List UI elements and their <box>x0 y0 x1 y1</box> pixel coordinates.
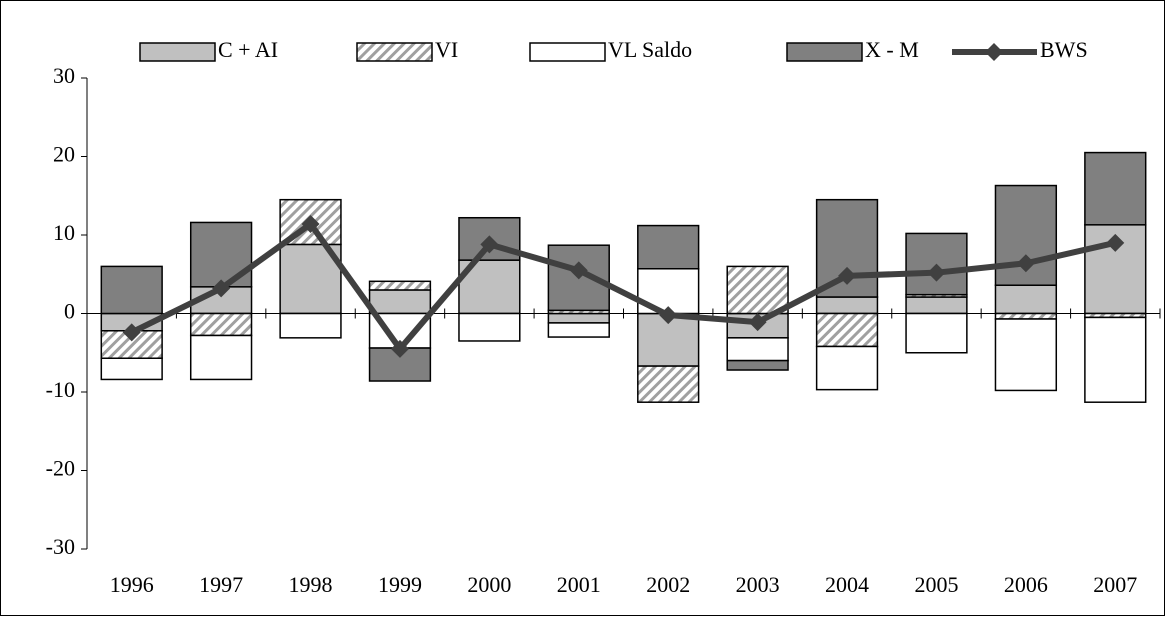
line <box>130 221 1116 352</box>
y-tick-label: -20 <box>46 456 75 481</box>
x-tick-label: 1997 <box>199 572 243 597</box>
line-marker <box>122 323 141 342</box>
bar <box>726 359 789 371</box>
x-tick-label: 2006 <box>1004 572 1048 597</box>
bar <box>637 224 700 270</box>
bar <box>994 318 1058 392</box>
bar <box>547 322 610 338</box>
line-marker <box>212 279 231 298</box>
y-tick-label: 30 <box>53 63 75 88</box>
bar <box>994 284 1058 315</box>
legend-swatch <box>139 42 216 62</box>
bar <box>637 365 700 403</box>
line-marker <box>569 261 588 280</box>
line-marker <box>659 306 678 325</box>
bar <box>905 296 968 315</box>
bar <box>547 312 610 324</box>
bar <box>905 312 968 354</box>
legend-label: C + AI <box>218 37 278 62</box>
bar <box>815 296 879 315</box>
line-marker <box>1106 233 1125 252</box>
legend-marker <box>985 43 1003 61</box>
line-marker <box>301 215 320 234</box>
x-tick-label: 2002 <box>646 572 690 597</box>
bar <box>815 345 879 391</box>
y-tick-label: 0 <box>64 299 75 324</box>
x-tick-label: 2005 <box>914 572 958 597</box>
bar <box>189 334 253 381</box>
bar <box>726 265 789 315</box>
bar <box>458 312 521 342</box>
legend-label: VL Saldo <box>608 37 692 62</box>
x-tick-label: 2007 <box>1093 572 1137 597</box>
line-marker <box>748 313 767 332</box>
bar <box>189 221 253 288</box>
line-marker <box>480 235 499 254</box>
bar <box>1084 316 1147 403</box>
y-tick-label: -30 <box>46 534 75 559</box>
line-marker <box>927 263 946 282</box>
legend-swatch <box>529 42 606 62</box>
bar <box>368 289 432 315</box>
bar <box>1084 151 1147 226</box>
line-marker <box>390 339 409 358</box>
line-marker <box>838 266 857 285</box>
legend-label: X - M <box>865 37 919 62</box>
bar <box>100 265 163 315</box>
x-tick-label: 2000 <box>467 572 511 597</box>
line-marker <box>1016 254 1035 273</box>
x-tick-label: 2003 <box>736 572 780 597</box>
x-tick-label: 2004 <box>825 572 869 597</box>
bar <box>815 312 879 348</box>
x-tick-label: 1998 <box>289 572 333 597</box>
legend-label: BWS <box>1040 37 1088 62</box>
legend-label: VI <box>435 37 458 62</box>
bar <box>726 337 789 362</box>
bar <box>100 357 163 381</box>
bar <box>368 280 432 291</box>
y-tick-label: -10 <box>46 377 75 402</box>
bar <box>189 312 253 337</box>
x-tick-label: 1999 <box>378 572 422 597</box>
legend-swatch <box>786 42 863 62</box>
x-tick-label: 1996 <box>110 572 154 597</box>
bar <box>994 312 1058 320</box>
x-tick-label: 2001 <box>557 572 601 597</box>
y-tick-label: 20 <box>53 142 75 167</box>
bar <box>279 312 342 339</box>
y-tick-label: 10 <box>53 220 75 245</box>
legend-swatch <box>356 42 433 62</box>
